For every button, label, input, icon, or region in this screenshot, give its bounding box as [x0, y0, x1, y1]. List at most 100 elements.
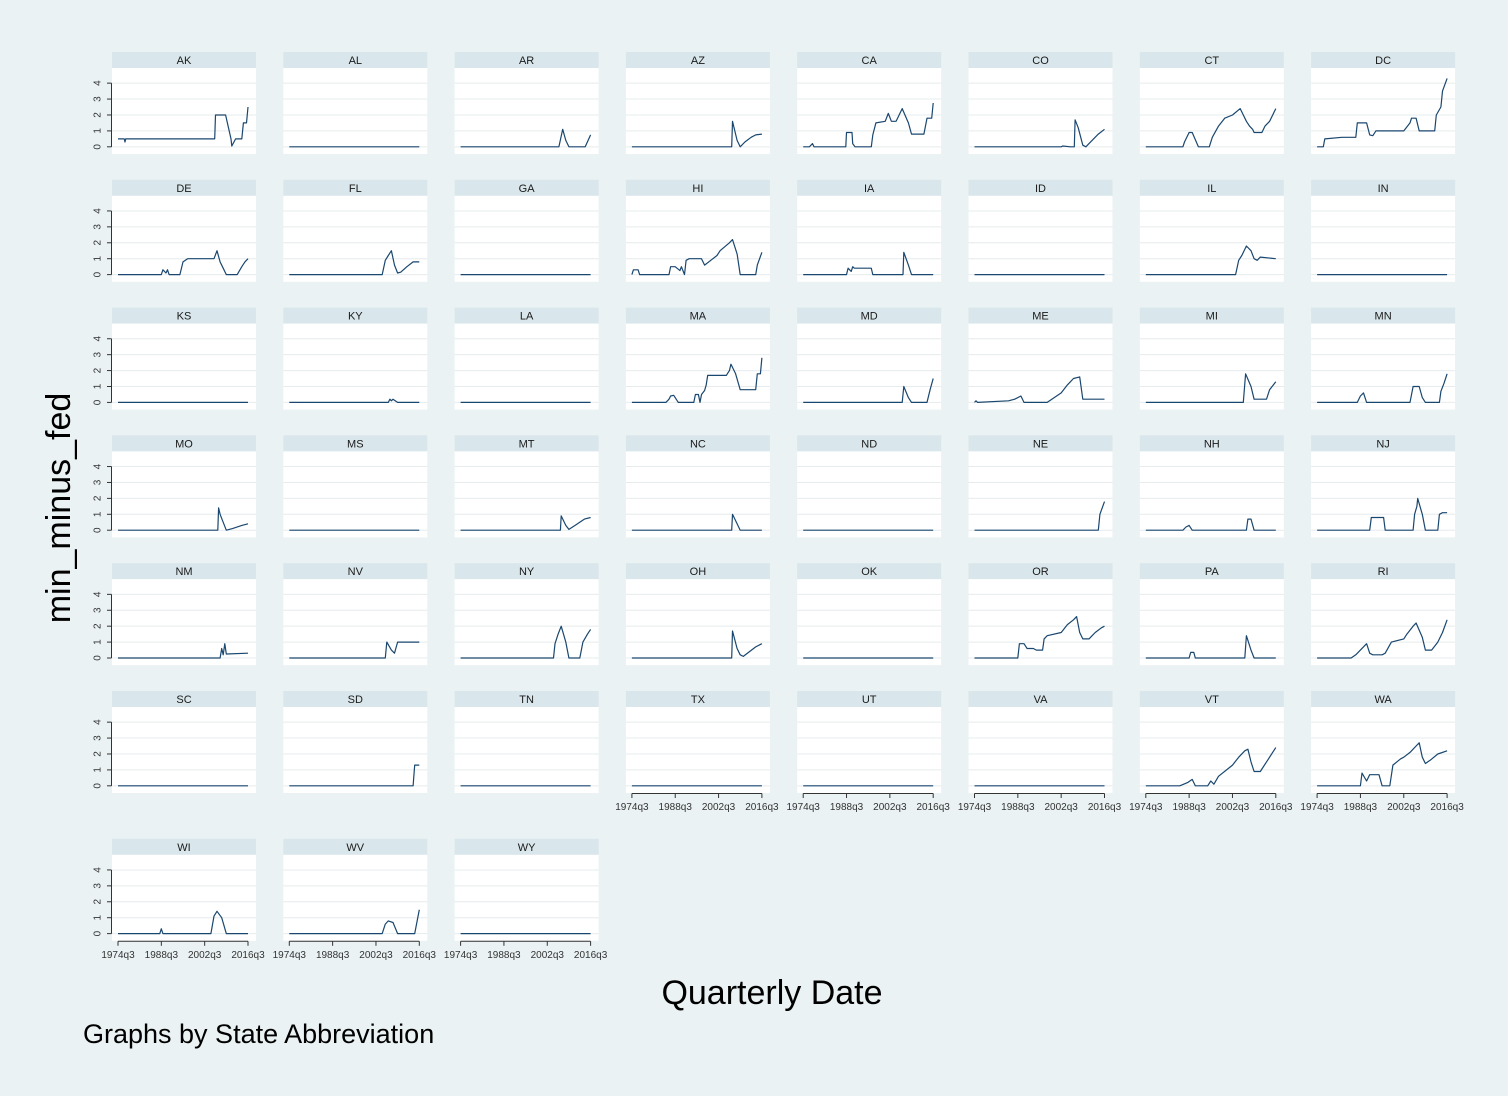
x-axis-title: Quarterly Date [661, 974, 882, 1012]
panel-title: LA [520, 311, 534, 323]
y-tick-label: 0 [93, 930, 104, 936]
plot-region [1139, 195, 1284, 282]
panel-md: MD [797, 307, 942, 410]
panel-oh: OH [625, 563, 770, 666]
panel-mn: MN [1311, 307, 1456, 410]
panel-mo: MO 0 1 2 3 4 [93, 435, 256, 538]
plot-region [1139, 707, 1284, 793]
panel-header [625, 435, 770, 452]
panel-ks: KS 0 1 2 3 4 [93, 307, 256, 410]
panel-title: WV [346, 842, 364, 854]
plot-region [454, 195, 599, 282]
panel-title: AK [177, 55, 192, 67]
panel-header [797, 179, 942, 196]
plot-region [454, 68, 599, 154]
panel-header [797, 435, 942, 452]
series-line [118, 910, 248, 935]
panel-title: MT [519, 438, 535, 450]
plot-region [283, 854, 428, 941]
plot-region [797, 707, 942, 793]
series-line [974, 616, 1105, 659]
panel-header [1139, 52, 1284, 68]
panel-title: IN [1378, 183, 1389, 195]
plot-region [968, 451, 1113, 538]
y-tick-label: 2 [93, 623, 104, 629]
panel-header [968, 52, 1113, 68]
panel-ma: MA [625, 307, 770, 410]
series-line [974, 501, 1106, 531]
y-tick-label: 1 [93, 128, 104, 134]
y-tick-label: 0 [93, 783, 104, 789]
panel-ok: OK [797, 563, 942, 666]
panel-header [1139, 307, 1284, 324]
series-line [1145, 245, 1276, 276]
panel-ri: RI [1311, 563, 1456, 666]
series-line [289, 641, 420, 659]
panel-ut: UT 1974q3 1988q3 2002q3 2016q3 [787, 691, 950, 813]
panel-title: TN [519, 694, 534, 706]
plot-region [1311, 195, 1456, 282]
x-tick-label: 2016q3 [574, 950, 608, 961]
panel-header [283, 563, 428, 580]
plot-region [1139, 323, 1284, 410]
panel-header [797, 307, 942, 324]
x-tick-label: 1974q3 [958, 802, 992, 813]
x-tick-label: 1988q3 [830, 802, 864, 813]
y-tick-label: 2 [93, 751, 104, 757]
panel-wa: WA 1974q3 1988q3 2002q3 2016q3 [1300, 691, 1464, 813]
series-line [803, 251, 934, 276]
panel-title: CA [862, 55, 878, 67]
x-tick-label: 1974q3 [1300, 802, 1334, 813]
series-line [1145, 747, 1277, 787]
series-line [1317, 619, 1448, 659]
series-line [631, 513, 762, 531]
panel-title: SD [348, 694, 363, 706]
panel-title: HI [692, 183, 703, 195]
panel-header [968, 179, 1113, 196]
plot-region [1139, 451, 1284, 538]
x-tick-label: 1974q3 [787, 802, 821, 813]
panel-header [797, 52, 942, 68]
series-line [803, 102, 934, 148]
panel-title: FL [349, 183, 362, 195]
plot-region [283, 707, 428, 793]
plot-region [1311, 68, 1456, 154]
y-tick-label: 2 [93, 112, 104, 118]
plot-region [454, 854, 599, 941]
panel-ny: NY [454, 563, 599, 666]
panel-title: ID [1035, 183, 1046, 195]
series-line [631, 239, 763, 276]
panel-wi: WI 0 1 2 3 4 1974q3 1988q3 2002q3 2016q3 [93, 838, 265, 961]
plot-region [112, 451, 256, 538]
plot-region [1139, 579, 1284, 666]
plot-region [625, 451, 770, 538]
panel-ia: IA [797, 179, 942, 282]
plot-region [797, 579, 942, 666]
panel-header [112, 307, 256, 324]
plot-region [625, 323, 770, 410]
panel-va: VA 1974q3 1988q3 2002q3 2016q3 [958, 691, 1122, 813]
series-line [1317, 742, 1448, 787]
x-tick-label: 1988q3 [1344, 802, 1378, 813]
panel-title: VT [1205, 694, 1219, 706]
panel-header [1139, 435, 1284, 452]
plot-region [283, 451, 428, 538]
panel-header [797, 691, 942, 707]
plot-region [1139, 68, 1284, 154]
series-line [803, 378, 934, 403]
x-tick-label: 1988q3 [1172, 802, 1206, 813]
panel-title: WY [518, 842, 536, 854]
plot-region [454, 323, 599, 410]
panel-header [283, 435, 428, 452]
plot-region [1311, 451, 1456, 538]
panel-tn: TN [454, 691, 599, 793]
panel-title: RI [1378, 566, 1389, 578]
panel-header [454, 691, 599, 707]
panel-sc: SC 0 1 2 3 4 [93, 691, 256, 793]
panel-nd: ND [797, 435, 942, 538]
x-tick-label: 2016q3 [403, 950, 437, 961]
plot-region [797, 323, 942, 410]
series-line [460, 128, 592, 148]
